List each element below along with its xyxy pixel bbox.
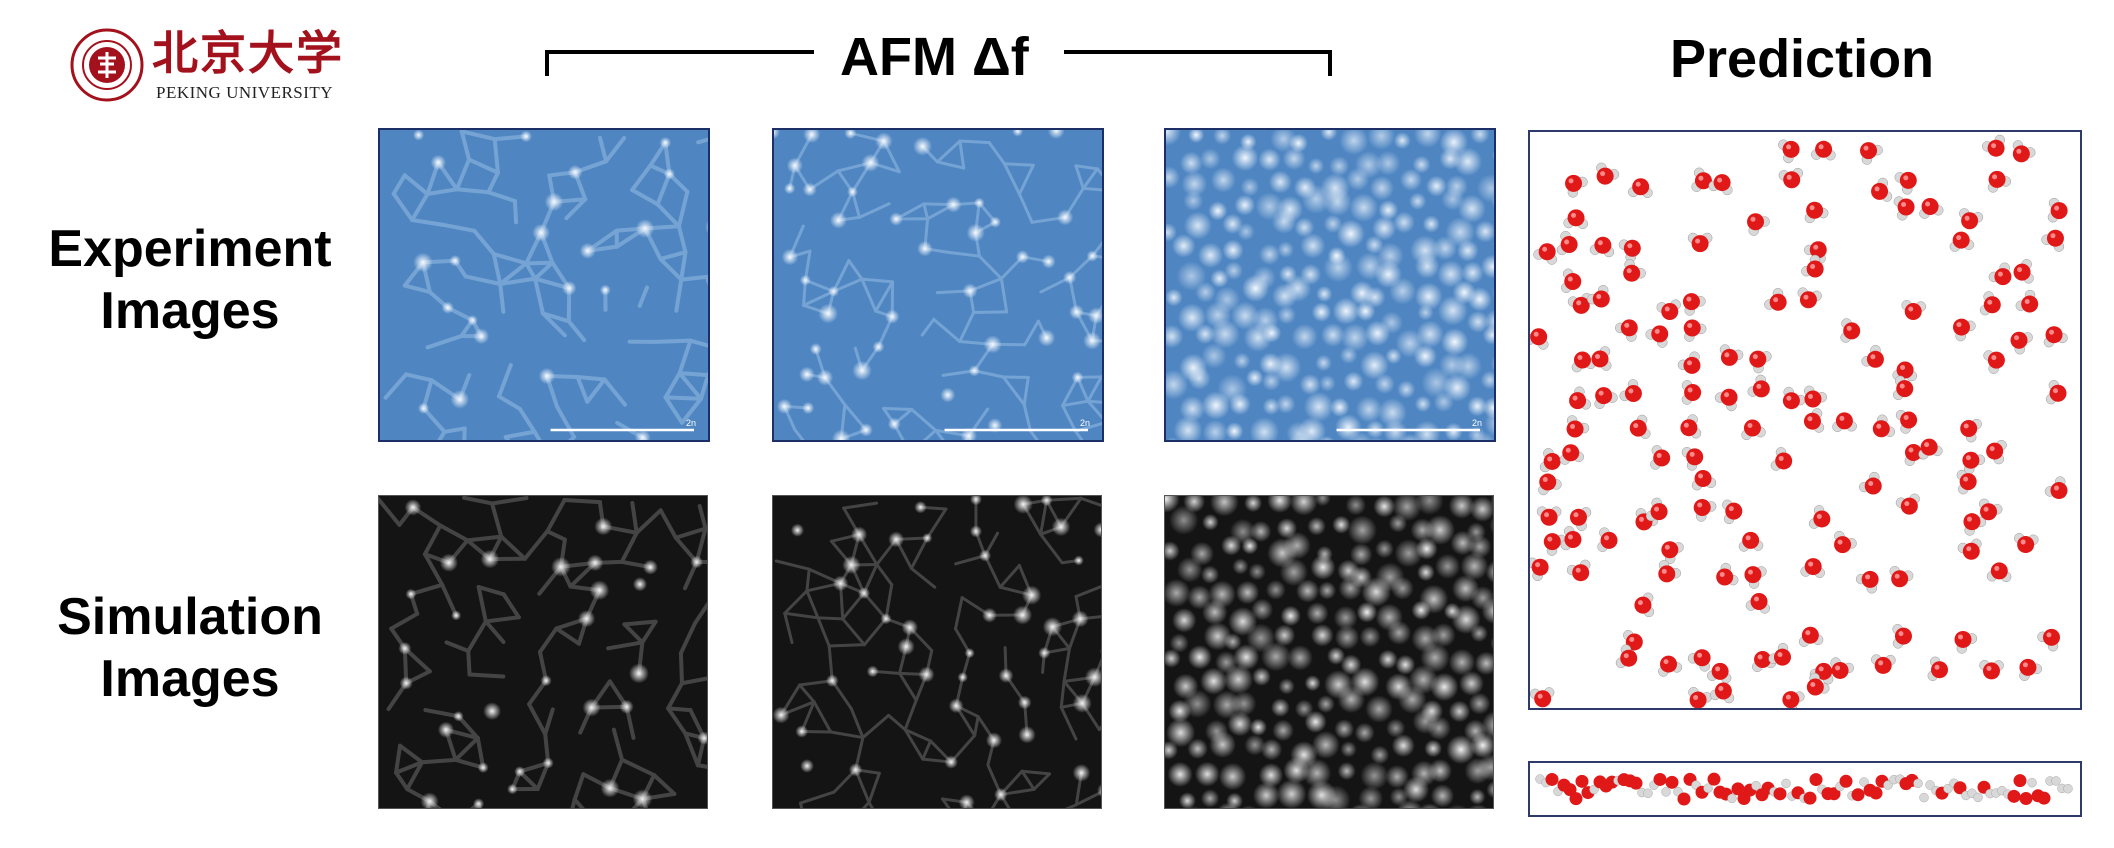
university-name-chinese: 北京大学 (152, 26, 344, 80)
experiment-label-line1: Experiment (48, 220, 332, 278)
prediction-side-view (1528, 761, 2082, 817)
scale-bar-label: 2n (1080, 418, 1090, 428)
prediction-title: Prediction (1670, 29, 1935, 89)
scale-bar-label: 2n (1472, 418, 1482, 428)
experiment-image-3: 2n (1164, 128, 1496, 442)
experiment-image-2: 2n (772, 128, 1104, 442)
simulation-image-2 (772, 495, 1102, 809)
university-name-english: PEKING UNIVERSITY (156, 83, 334, 102)
afm-header-bracket (545, 50, 1332, 76)
experiment-label-line2: Images (100, 282, 280, 340)
experiment-row-label: Experiment Images (20, 218, 360, 342)
experiment-image-1: 2n (378, 128, 710, 442)
simulation-image-3 (1164, 495, 1494, 809)
simulation-image-1 (378, 495, 708, 809)
simulation-label-line1: Simulation (57, 588, 323, 646)
afm-title: AFM Δf (840, 27, 1029, 87)
simulation-label-line2: Images (100, 650, 280, 708)
peking-university-seal-icon (70, 28, 144, 102)
prediction-top-view (1528, 130, 2082, 710)
scale-bar-label: 2n (686, 418, 696, 428)
simulation-row-label: Simulation Images (20, 586, 360, 710)
